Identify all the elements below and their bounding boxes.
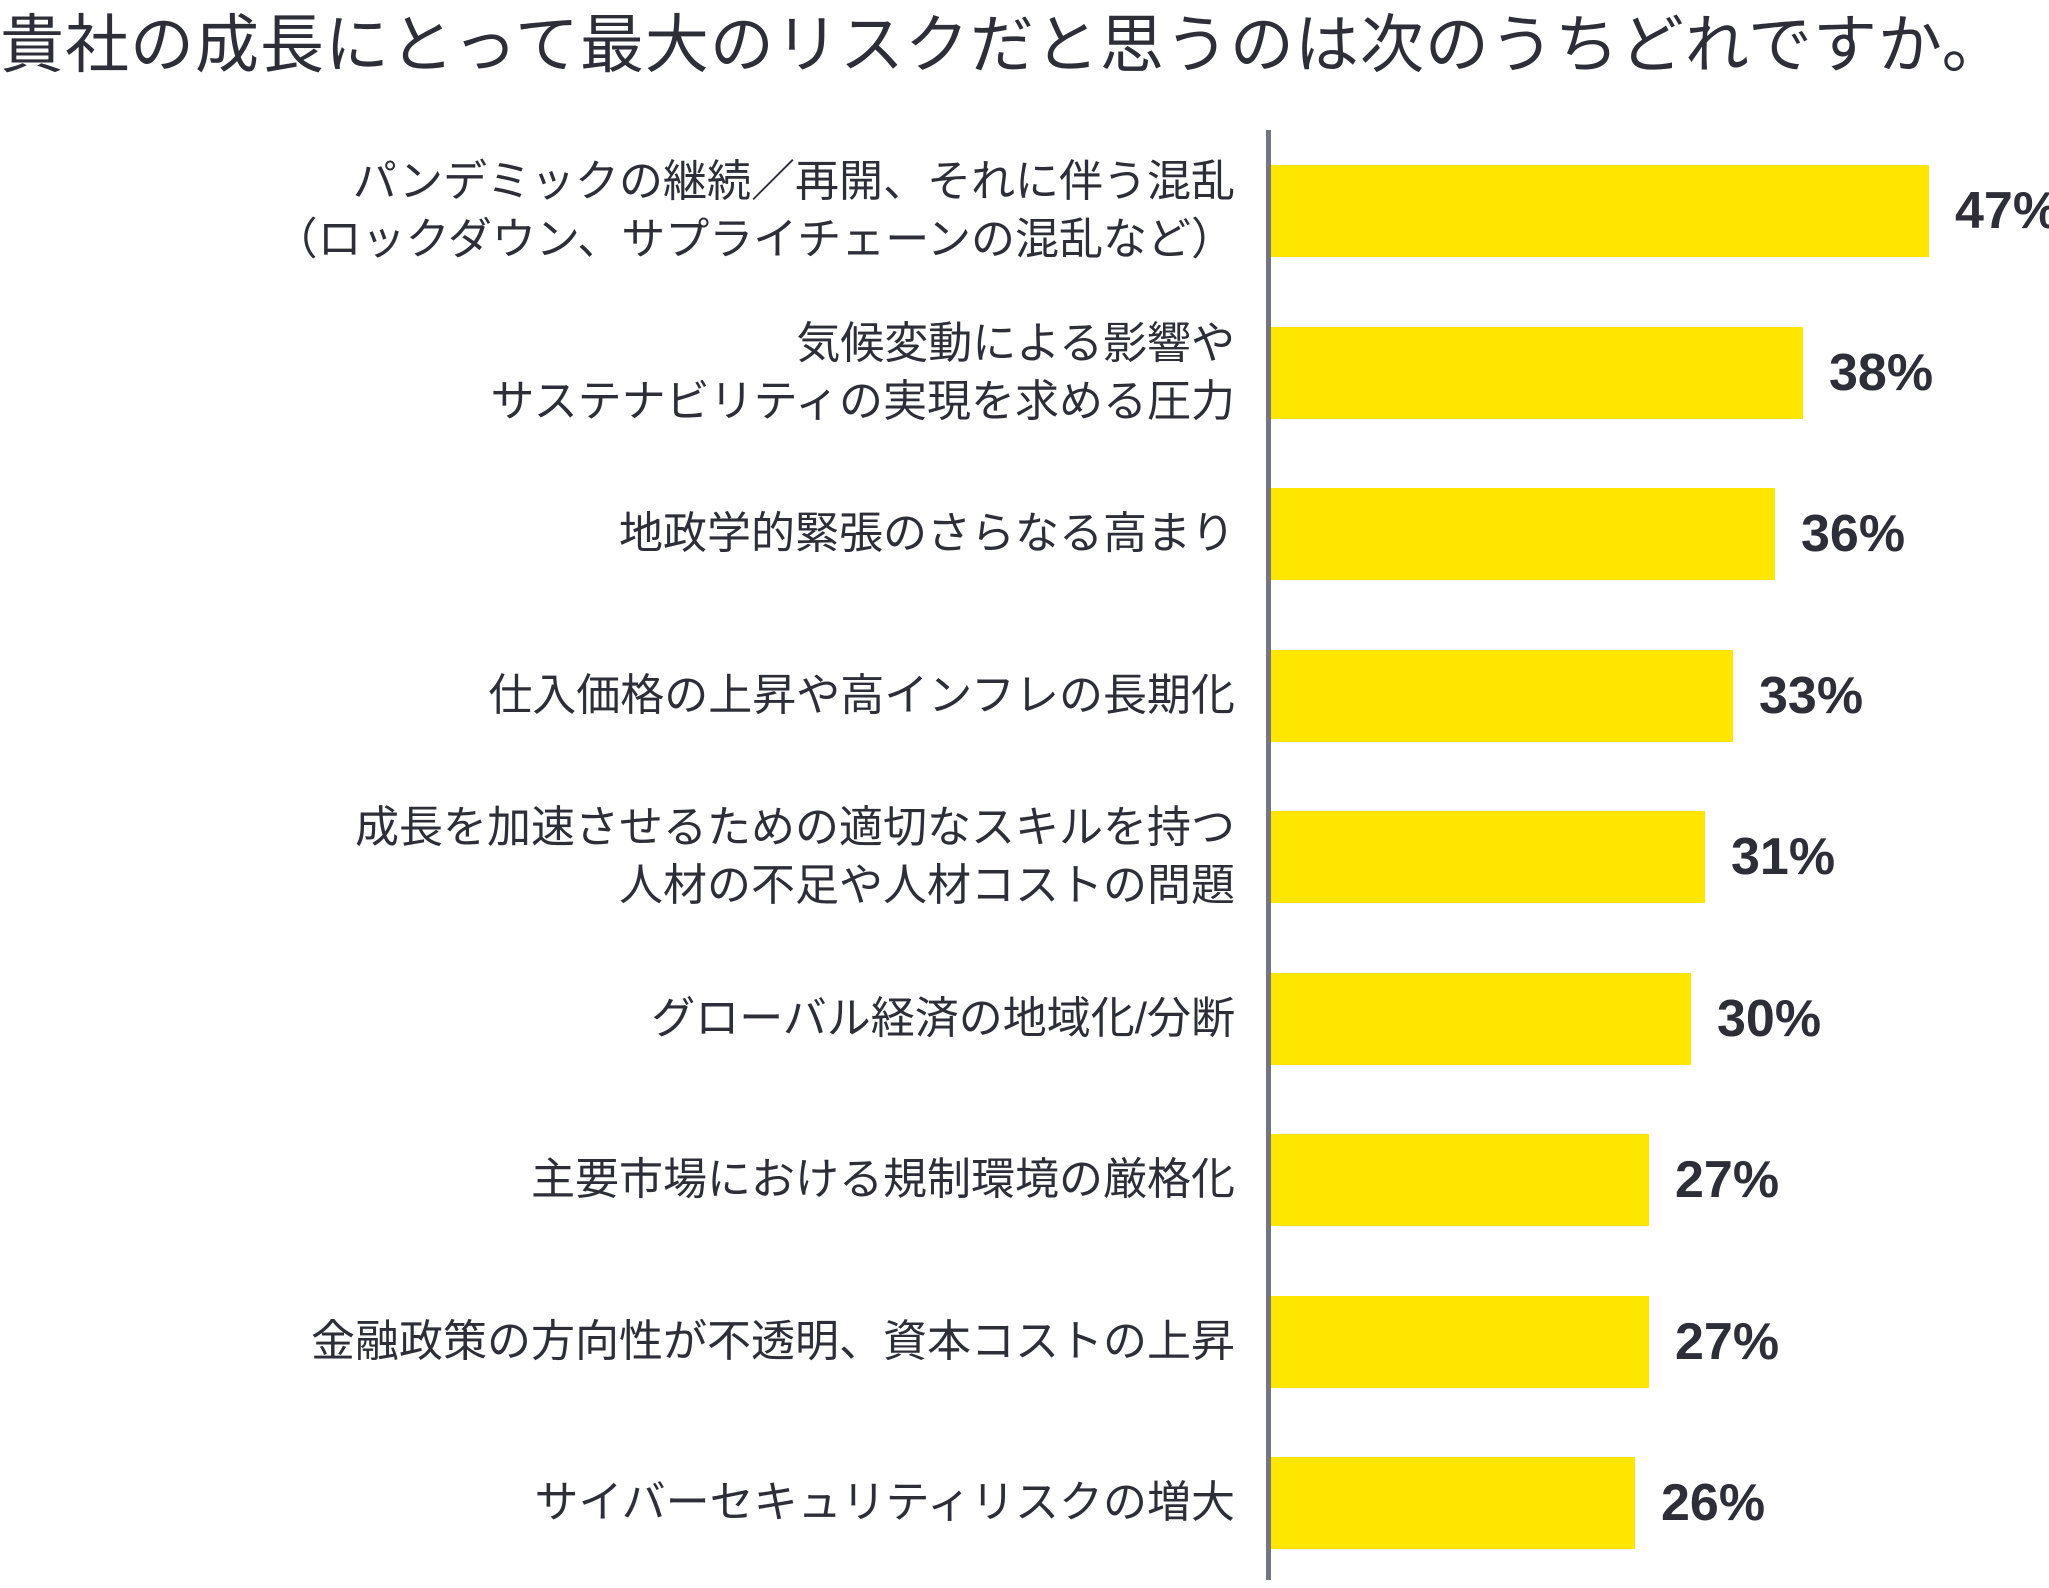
bar [1271, 811, 1705, 903]
category-label-line: グローバル経済の地域化/分断 [651, 994, 1235, 1043]
chart-row: グローバル経済の地域化/分断 30% [0, 973, 2049, 1065]
chart-row: パンデミックの継続／再開、それに伴う混乱 （ロックダウン、サプライチェーンの混乱な… [0, 157, 2049, 264]
category-label-line: サイバーセキュリティリスクの増大 [534, 1478, 1235, 1527]
bar [1271, 1457, 1635, 1549]
category-label-line: 金融政策の方向性が不透明、資本コストの上昇 [311, 1317, 1235, 1366]
bar [1271, 650, 1733, 742]
bar [1271, 1134, 1649, 1226]
bar [1271, 973, 1691, 1065]
bar [1271, 165, 1929, 257]
category-label: パンデミックの継続／再開、それに伴う混乱 （ロックダウン、サプライチェーンの混乱な… [0, 157, 1235, 264]
category-label-line: 成長を加速させるための適切なスキルを持つ [355, 803, 1235, 852]
chart-title: 貴社の成長にとって最大のリスクだと思うのは次のうちどれですか。 [0, 9, 2007, 81]
chart-row: 地政学的緊張のさらなる高まり 36% [0, 488, 2049, 580]
chart-row: 成長を加速させるための適切なスキルを持つ人材の不足や人材コストの問題 31% [0, 803, 2049, 910]
value-label: 33% [1759, 667, 1864, 725]
chart-row: サイバーセキュリティリスクの増大 26% [0, 1457, 2049, 1549]
chart-row: 仕入価格の上昇や高インフレの長期化 33% [0, 650, 2049, 742]
category-label: 主要市場における規制環境の厳格化 [0, 1134, 1235, 1226]
category-label: 地政学的緊張のさらなる高まり [0, 488, 1235, 580]
category-label: サイバーセキュリティリスクの増大 [0, 1457, 1235, 1549]
category-label: 金融政策の方向性が不透明、資本コストの上昇 [0, 1296, 1235, 1388]
value-label: 47% [1955, 182, 2049, 240]
category-label-line: 地政学的緊張のさらなる高まり [619, 509, 1235, 558]
category-label-line: 人材の不足や人材コストの問題 [619, 861, 1235, 910]
chart-row: 気候変動による影響やサステナビリティの実現を求める圧力 38% [0, 319, 2049, 426]
value-label: 26% [1661, 1474, 1766, 1532]
category-label-line: 主要市場における規制環境の厳格化 [531, 1155, 1235, 1204]
value-label: 31% [1731, 828, 1836, 886]
value-label: 36% [1801, 505, 1906, 563]
bar [1271, 1296, 1649, 1388]
category-label-line: （ロックダウン、サプライチェーンの混乱など） [273, 215, 1235, 264]
value-label: 30% [1717, 990, 1822, 1048]
chart-row: 主要市場における規制環境の厳格化 27% [0, 1134, 2049, 1226]
value-label: 27% [1675, 1151, 1780, 1209]
y-axis-line [1266, 130, 1271, 1580]
category-label-line: 気候変動による影響や [796, 319, 1235, 368]
chart-row: 金融政策の方向性が不透明、資本コストの上昇 27% [0, 1296, 2049, 1388]
category-label-line: サステナビリティの実現を求める圧力 [490, 377, 1235, 426]
bar [1271, 327, 1803, 419]
value-label: 38% [1829, 344, 1934, 402]
bar [1271, 488, 1775, 580]
category-label-line: 仕入価格の上昇や高インフレの長期化 [488, 671, 1235, 720]
category-label: 仕入価格の上昇や高インフレの長期化 [0, 650, 1235, 742]
category-label: グローバル経済の地域化/分断 [0, 973, 1235, 1065]
category-label-line: パンデミックの継続／再開、それに伴う混乱 [352, 157, 1235, 206]
category-label: 成長を加速させるための適切なスキルを持つ人材の不足や人材コストの問題 [0, 803, 1235, 910]
value-label: 27% [1675, 1313, 1780, 1371]
category-label: 気候変動による影響やサステナビリティの実現を求める圧力 [0, 319, 1235, 426]
